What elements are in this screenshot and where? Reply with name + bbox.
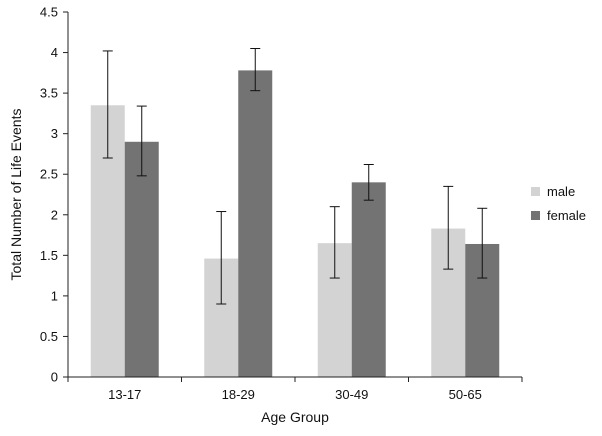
y-axis-title: Total Number of Life Events (8, 109, 24, 281)
plot-area (90, 48, 500, 378)
y-tick-label: 2 (51, 207, 58, 222)
y-tick-label: 1.5 (40, 248, 58, 263)
y-tick-label: 0 (51, 370, 58, 385)
bar-female-30-49 (351, 182, 386, 377)
x-tick-label: 13-17 (108, 387, 141, 402)
legend-label-female: female (547, 208, 586, 223)
x-tick-label: 50-65 (449, 387, 482, 402)
bar-female-18-29 (238, 70, 273, 378)
axes: 0 0.5 1 1.5 2 2.5 3 3.5 4 4.5 13-17 18-29 30-49 50-65 (40, 5, 523, 402)
y-tick-label: 1 (51, 288, 58, 303)
legend-label-male: male (547, 184, 575, 199)
y-tick-label: 3 (51, 126, 58, 141)
legend-swatch-female (531, 211, 540, 220)
y-tick-label: 3.5 (40, 86, 58, 101)
y-tick-label: 0.5 (40, 329, 58, 344)
x-axis-title: Age Group (261, 409, 329, 425)
legend-swatch-male (531, 187, 540, 196)
x-tick-label: 18-29 (222, 387, 255, 402)
x-tick-label: 30-49 (335, 387, 368, 402)
y-tick-label: 4 (51, 45, 58, 60)
legend: male female (531, 184, 586, 223)
y-tick-label: 2.5 (40, 167, 58, 182)
y-tick-label: 4.5 (40, 5, 58, 20)
bar-female-13-17 (124, 141, 159, 377)
